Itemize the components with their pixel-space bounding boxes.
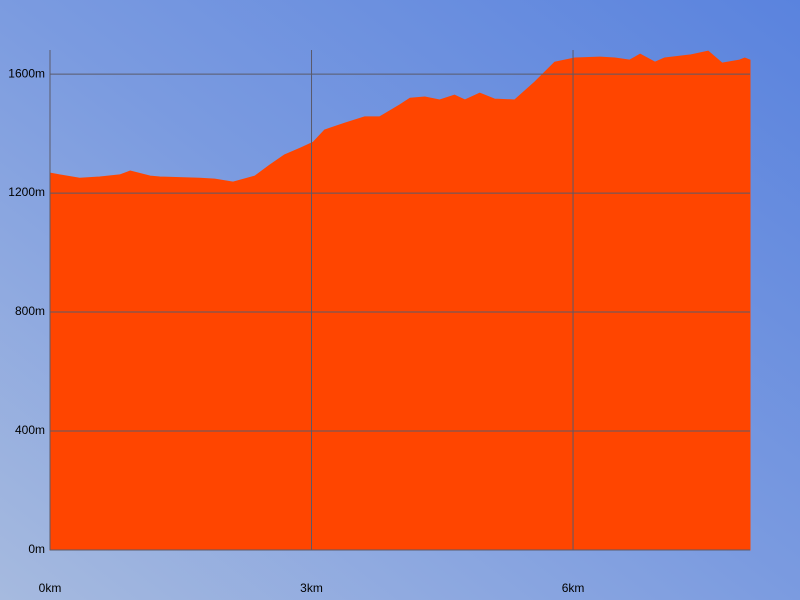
x-tick-label: 3km (300, 581, 323, 595)
x-tick-label: 0km (39, 581, 62, 595)
elevation-area (49, 50, 751, 551)
x-tick-label: 6km (562, 581, 585, 595)
y-tick-label: 400m (15, 423, 45, 437)
y-tick-label: 800m (15, 304, 45, 318)
y-tick-label: 1200m (8, 185, 45, 199)
y-tick-label: 0m (28, 542, 45, 556)
y-tick-label: 1600m (8, 66, 45, 80)
